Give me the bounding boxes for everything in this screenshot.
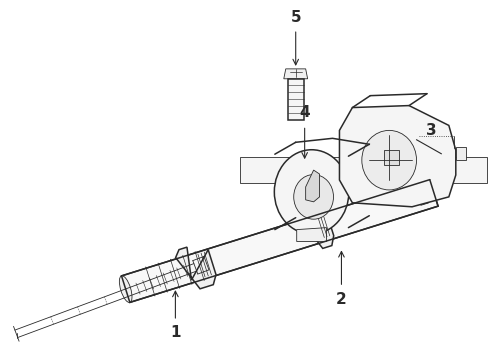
Ellipse shape [120,276,132,302]
Polygon shape [122,180,438,302]
Polygon shape [416,188,428,205]
Polygon shape [288,79,304,121]
Polygon shape [306,170,319,202]
Text: 2: 2 [336,292,347,307]
Text: 3: 3 [426,123,436,138]
Polygon shape [284,69,308,79]
Polygon shape [297,228,326,242]
Polygon shape [384,150,399,165]
Ellipse shape [274,150,349,234]
Polygon shape [240,157,487,183]
Polygon shape [302,210,334,248]
Text: 4: 4 [299,105,310,120]
Text: 5: 5 [291,10,301,25]
Ellipse shape [362,130,416,190]
Polygon shape [456,147,466,160]
Text: 1: 1 [170,325,181,340]
Polygon shape [175,247,216,289]
Ellipse shape [294,175,334,219]
Polygon shape [340,105,456,207]
